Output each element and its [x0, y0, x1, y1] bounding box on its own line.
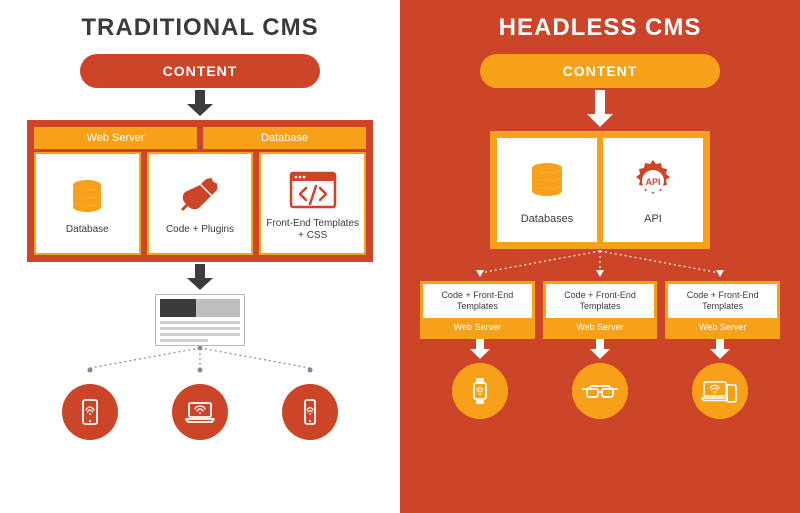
laptop-icon: [182, 397, 218, 427]
plugins-card-label: Code + Plugins: [162, 224, 238, 236]
database-header-label: Database: [203, 127, 366, 149]
database-card: Database: [34, 152, 141, 255]
arrow-down-head-icon: [587, 114, 613, 127]
headless-content-pill: CONTENT: [480, 54, 720, 88]
smartwatch-icon: [466, 375, 494, 407]
traditional-title: TRADITIONAL CMS: [0, 0, 400, 42]
plugins-card: Code + Plugins: [147, 152, 254, 255]
laptop-device: [172, 384, 228, 440]
traditional-devices-row: [35, 384, 365, 440]
triple-arrows: [420, 339, 780, 359]
frontend-card-top: Code + Front-End Templates: [546, 284, 655, 318]
arrow-down-icon: [540, 339, 660, 359]
database-card-label: Database: [62, 224, 113, 236]
databases-card-label: Databases: [521, 213, 574, 225]
arrow-down-icon: [660, 339, 780, 359]
phone-icon: [297, 397, 323, 427]
headless-panel: HEADLESS CMS CONTENT Databases API API: [400, 0, 800, 513]
glasses-icon: [580, 379, 620, 403]
glasses-device: [572, 363, 628, 419]
frontend-card-bottom: Web Server: [546, 318, 655, 336]
multi-device: [692, 363, 748, 419]
templates-card-label: Front-End Templates + CSS: [261, 218, 364, 242]
multi-device-icon: [701, 376, 739, 406]
svg-text:API: API: [645, 177, 660, 187]
arrow-down-head-icon: [187, 278, 213, 290]
frontend-card-bottom: Web Server: [668, 318, 777, 336]
headless-mid-box: Databases API API: [490, 131, 710, 249]
frontend-card-1: Code + Front-End Templates Web Server: [420, 281, 535, 339]
phone-device: [282, 384, 338, 440]
arrow-down-icon: [195, 90, 205, 104]
arrow-down-head-icon: [187, 104, 213, 116]
headless-title: HEADLESS CMS: [400, 0, 800, 42]
rendered-template-icon: [155, 294, 245, 346]
headless-devices-row: [420, 363, 780, 419]
api-gear-icon: API: [628, 155, 678, 207]
traditional-card-row: Database Code + Plugins Front-End Templa…: [31, 152, 369, 258]
database-icon: [526, 155, 568, 207]
frontend-card-3: Code + Front-End Templates Web Server: [665, 281, 780, 339]
tablet-device: [62, 384, 118, 440]
arrow-down-icon: [195, 264, 205, 278]
frontend-card-bottom: Web Server: [423, 318, 532, 336]
frontend-card-2: Code + Front-End Templates Web Server: [543, 281, 658, 339]
traditional-top-row: Web Server Database: [31, 124, 369, 152]
headless-triple-row: Code + Front-End Templates Web Server Co…: [420, 281, 780, 339]
code-window-icon: [289, 166, 337, 214]
frontend-card-top: Code + Front-End Templates: [668, 284, 777, 318]
frontend-card-top: Code + Front-End Templates: [423, 284, 532, 318]
fan-out-dotted: [35, 346, 365, 374]
web-server-label: Web Server: [34, 127, 197, 149]
api-card: API API: [603, 138, 703, 242]
database-icon: [67, 172, 107, 220]
traditional-server-box: Web Server Database Database Code + Plug…: [27, 120, 373, 262]
plugin-icon: [178, 172, 222, 220]
tablet-icon: [75, 397, 105, 427]
headless-fan-out: [420, 249, 780, 277]
smartwatch-device: [452, 363, 508, 419]
traditional-content-pill: CONTENT: [80, 54, 320, 88]
arrow-down-icon: [595, 90, 605, 114]
traditional-panel: TRADITIONAL CMS CONTENT Web Server Datab…: [0, 0, 400, 513]
api-card-label: API: [644, 213, 662, 225]
databases-card: Databases: [497, 138, 597, 242]
templates-card: Front-End Templates + CSS: [259, 152, 366, 255]
arrow-down-icon: [420, 339, 540, 359]
